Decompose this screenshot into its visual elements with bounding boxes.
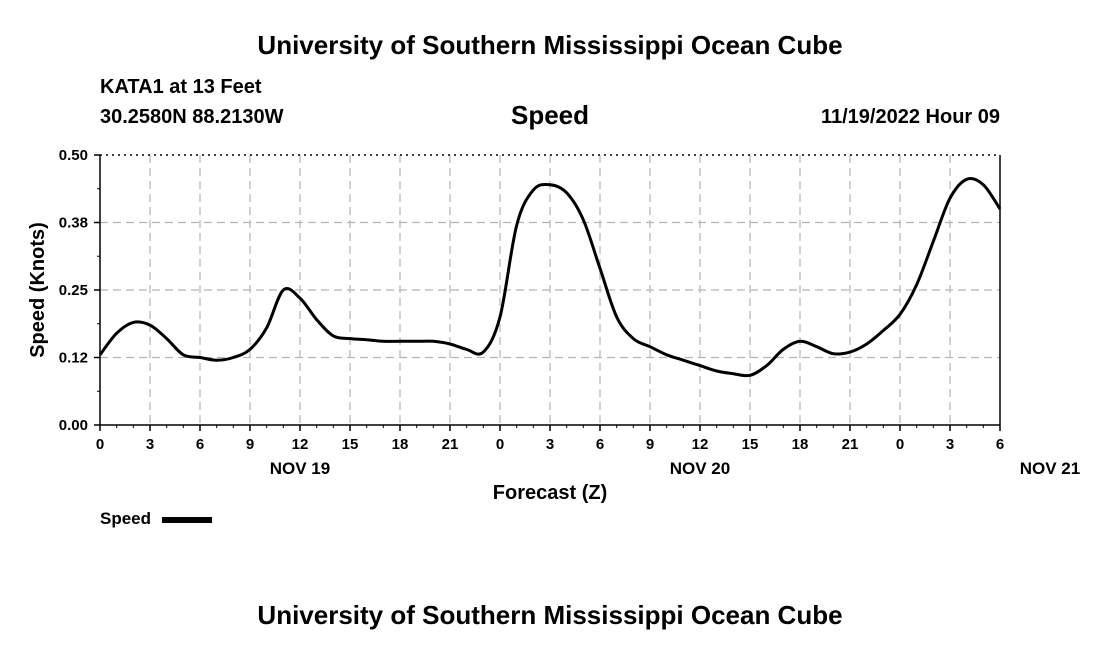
x-tick-label: 6 <box>996 436 1004 453</box>
x-tick-label: 12 <box>292 436 309 453</box>
page-title-bottom: University of Southern Mississippi Ocean… <box>257 600 843 630</box>
speed-series-line <box>98 176 1002 378</box>
y-tick-label: 0.25 <box>59 282 88 299</box>
x-axis-label: Forecast (Z) <box>492 482 608 504</box>
x-tick-label: 21 <box>442 436 459 453</box>
x-tick-label: 3 <box>146 436 154 453</box>
y-axis-label: Speed (Knots) <box>27 222 49 358</box>
x-tick-label: 9 <box>646 436 654 453</box>
x-tick-label: 9 <box>246 436 254 453</box>
page-title-top: University of Southern Mississippi Ocean… <box>257 30 843 60</box>
y-tick-label: 0.50 <box>59 147 88 164</box>
x-tick-label: 0 <box>96 436 104 453</box>
x-tick-label: 0 <box>496 436 504 453</box>
x-tick-label: 18 <box>792 436 809 453</box>
x-tick-label: 6 <box>196 436 204 453</box>
y-tick-label: 0.38 <box>59 215 88 232</box>
forecast-date-hour: 11/19/2022 Hour 09 <box>820 106 1000 128</box>
station-coordinates: 30.2580N 88.2130W <box>100 106 284 128</box>
x-tick-label: 18 <box>392 436 409 453</box>
x-tick-label: 15 <box>342 436 359 453</box>
x-tick-label: 6 <box>596 436 604 453</box>
x-tick-label: 0 <box>896 436 904 453</box>
legend-line-swatch <box>162 517 212 523</box>
x-tick-label: 21 <box>842 436 859 453</box>
x-tick-label: 3 <box>546 436 554 453</box>
x-tick-label: 3 <box>946 436 954 453</box>
chart-title: Speed <box>510 100 590 130</box>
x-day-label: NOV 21 <box>1020 459 1080 478</box>
y-tick-label: 0.00 <box>59 417 88 434</box>
x-day-label: NOV 19 <box>270 459 330 478</box>
y-tick-label: 0.12 <box>59 350 88 367</box>
x-day-label: NOV 20 <box>670 459 730 478</box>
x-tick-label: 15 <box>742 436 759 453</box>
legend-label: Speed <box>100 509 152 528</box>
x-tick-label: 12 <box>692 436 709 453</box>
station-label: KATA1 at 13 Feet <box>100 76 262 98</box>
